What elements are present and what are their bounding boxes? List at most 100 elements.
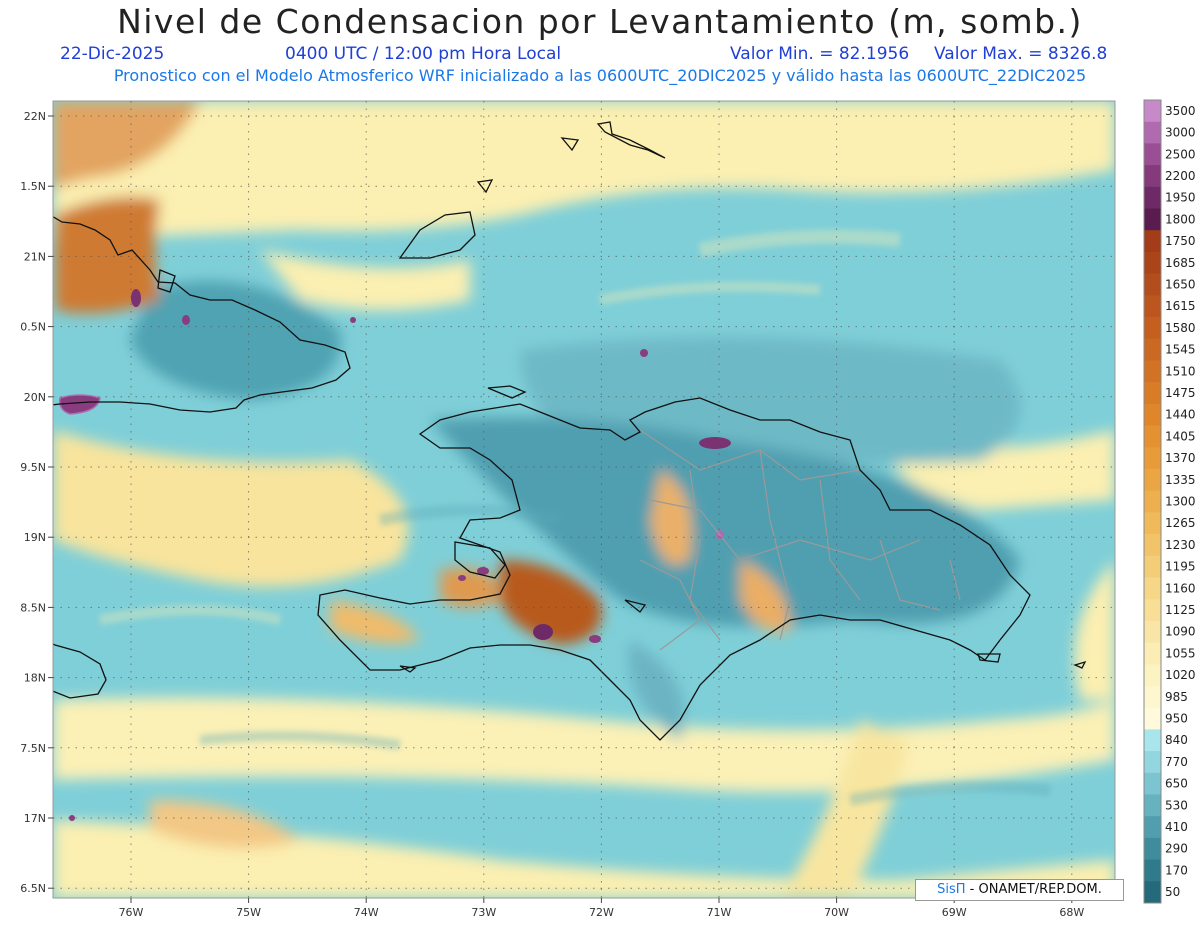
colorbar-swatch [1144, 447, 1161, 470]
colorbar-label: 1580 [1165, 321, 1196, 335]
lat-tick-label: 20N [24, 391, 46, 404]
colorbar-swatch [1144, 230, 1161, 253]
colorbar-swatch [1144, 534, 1161, 557]
colorbar-swatch [1144, 490, 1161, 513]
forecast-time: 0400 UTC / 12:00 pm Hora Local [285, 44, 562, 64]
colorbar-swatch [1144, 685, 1161, 709]
colorbar-swatch [1144, 664, 1161, 687]
colorbar-swatch [1144, 837, 1161, 861]
colorbar-label: 530 [1165, 798, 1188, 812]
colorbar-swatch [1144, 360, 1161, 383]
max-value: Valor Max. = 8326.8 [934, 44, 1108, 64]
lon-tick-label: 69W [942, 906, 967, 919]
lon-tick-label: 75W [236, 906, 261, 919]
colorbar-swatch [1144, 425, 1161, 448]
colorbar-label: 1800 [1165, 212, 1196, 226]
colorbar-swatch [1144, 512, 1161, 535]
colorbar-swatch [1144, 816, 1161, 839]
colorbar-label: 1950 [1165, 191, 1196, 205]
colorbar-label: 1750 [1165, 234, 1196, 248]
longitude-axis: 76W 75W 74W 73W 72W 71W 70W 69W 68W [119, 898, 1084, 919]
colorbar-label: 1300 [1165, 495, 1196, 509]
colorbar-label: 1405 [1165, 429, 1196, 443]
colorbar-swatch [1144, 859, 1161, 882]
streaks [99, 229, 1051, 806]
credit-box: SisΠ - ONAMET/REP.DOM. [915, 879, 1124, 901]
colorbar-label: 985 [1165, 690, 1188, 704]
lat-tick-label: 19N [24, 531, 46, 544]
lon-tick-label: 72W [589, 906, 614, 919]
colorbar-swatch [1144, 772, 1161, 795]
colorbar-label: 1545 [1165, 343, 1196, 357]
colorbar-swatch [1144, 121, 1161, 144]
lon-tick-label: 76W [119, 906, 144, 919]
colorbar-label: 1335 [1165, 473, 1196, 487]
colorbar-label: 290 [1165, 842, 1188, 856]
colorbar-swatch [1144, 186, 1161, 210]
forecast-date: 22-Dic-2025 [60, 44, 165, 64]
credit-text: - ONAMET/REP.DOM. [969, 882, 1102, 897]
colorbar-swatch [1144, 707, 1161, 730]
colorbar-swatch [1144, 620, 1161, 644]
colorbar-swatch [1144, 251, 1161, 275]
lat-tick-label: 18N [24, 672, 46, 685]
coastlines [53, 121, 1087, 741]
colorbar-swatch [1144, 317, 1161, 340]
colorbar-label: 3500 [1165, 104, 1196, 118]
colorbar-label: 1125 [1165, 603, 1196, 617]
colorbar-swatch [1144, 794, 1161, 817]
colorbar-label: 50 [1165, 885, 1180, 899]
colorbar-label: 950 [1165, 712, 1188, 726]
colorbar-label: 1615 [1165, 299, 1196, 313]
colorbar-label: 1195 [1165, 560, 1196, 574]
colorbar-swatch [1144, 382, 1161, 405]
colorbar-swatch [1144, 599, 1161, 622]
colorbar-swatch [1144, 642, 1161, 665]
colorbar-label: 170 [1165, 863, 1188, 877]
colorbar-label: 1055 [1165, 646, 1196, 660]
lon-tick-label: 70W [824, 906, 849, 919]
lon-tick-label: 74W [354, 906, 379, 919]
colorbar-label: 1650 [1165, 277, 1196, 291]
colorbar-label: 2200 [1165, 169, 1196, 183]
colorbar-swatch [1144, 165, 1161, 188]
colorbar-swatch [1144, 273, 1161, 296]
high-lcl-spots [58, 289, 731, 821]
colorbar-swatch [1144, 881, 1161, 904]
shading-layer [53, 101, 1115, 898]
colorbar-label: 1160 [1165, 581, 1196, 595]
map-frame [52, 100, 1116, 899]
lon-tick-label: 68W [1059, 906, 1084, 919]
colorbar-label: 410 [1165, 820, 1188, 834]
lon-tick-label: 71W [707, 906, 732, 919]
colorbar-swatch [1144, 577, 1161, 600]
lat-tick-label: 1.5N [20, 180, 46, 193]
colorbar-label: 1370 [1165, 451, 1196, 465]
colorbar-swatch [1144, 295, 1161, 318]
lon-tick-label: 73W [471, 906, 496, 919]
colorbar-label: 1510 [1165, 364, 1196, 378]
colorbar-label: 3000 [1165, 126, 1196, 140]
lat-tick-label: 6.5N [20, 882, 46, 895]
model-subtitle: Pronostico con el Modelo Atmosferico WRF… [113, 66, 1087, 85]
colorbar-swatch [1144, 143, 1161, 166]
colorbar-swatch [1144, 729, 1161, 752]
colorbar-swatch [1144, 468, 1161, 492]
colorbar-frame [1143, 99, 1162, 904]
colorbar-swatch [1144, 403, 1161, 427]
lat-tick-label: 8.5N [20, 601, 46, 614]
lat-tick-label: 0.5N [20, 321, 46, 334]
lat-tick-label: 17N [24, 812, 46, 825]
colorbar-label: 1020 [1165, 668, 1196, 682]
map-title: Nivel de Condensacion por Levantamiento … [117, 2, 1083, 41]
min-value: Valor Min. = 82.1956 [730, 44, 910, 64]
sispi-logo-text: SisΠ [937, 882, 966, 897]
lat-tick-label: 7.5N [20, 742, 46, 755]
colorbar: 3500 3000 2500 2200 1950 1800 1750 1685 1650 1615… [1143, 99, 1196, 904]
colorbar-label: 840 [1165, 733, 1188, 747]
colorbar-swatch [1144, 208, 1161, 231]
colorbar-label: 1230 [1165, 538, 1196, 552]
colorbar-swatch [1144, 555, 1161, 578]
lat-tick-label: 9.5N [20, 461, 46, 474]
